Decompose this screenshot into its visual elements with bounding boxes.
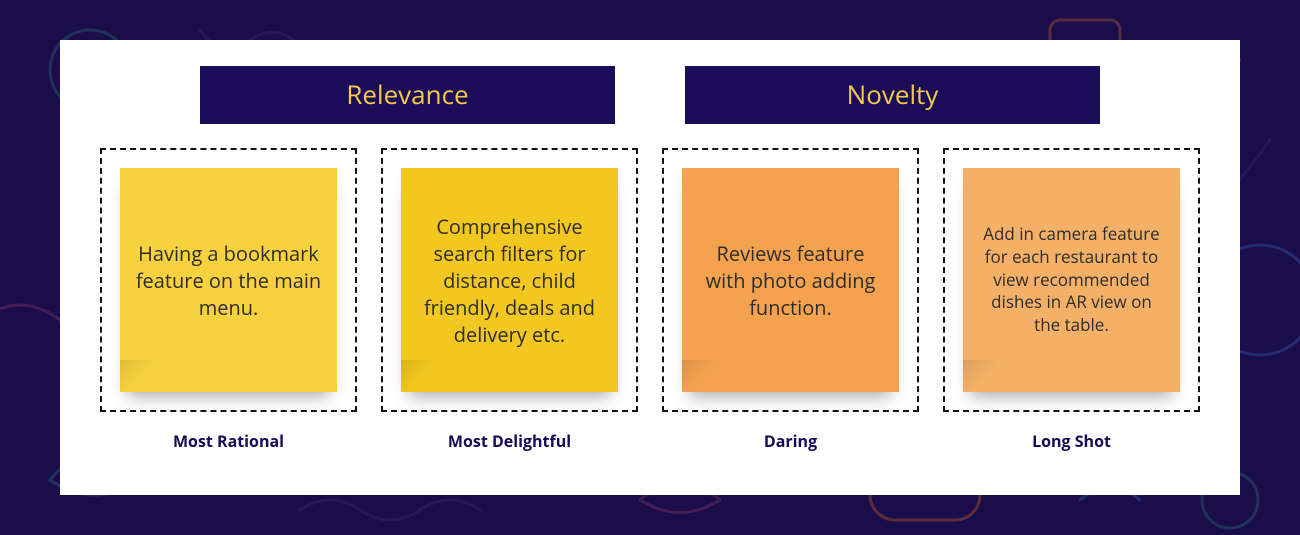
slot-caption: Most Rational [173,430,284,452]
dropzone: Comprehensive search filters for distanc… [381,148,638,412]
slot-caption: Daring [764,430,817,452]
header-novelty: Novelty [685,66,1100,124]
sticky-note[interactable]: Comprehensive search filters for distanc… [401,168,619,392]
sticky-text: Reviews feature with photo adding functi… [696,240,886,321]
header-relevance: Relevance [200,66,615,124]
slot-most-delightful: Comprehensive search filters for distanc… [381,148,638,473]
sticky-note[interactable]: Having a bookmark feature on the main me… [120,168,338,392]
sticky-text: Comprehensive search filters for distanc… [415,213,605,348]
sticky-note[interactable]: Add in camera feature for each restauran… [963,168,1181,392]
ideation-board: Relevance Novelty Having a bookmark feat… [60,40,1240,495]
group-headers: Relevance Novelty [100,66,1200,124]
slot-daring: Reviews feature with photo adding functi… [662,148,919,473]
sticky-text: Add in camera feature for each restauran… [977,223,1167,338]
dropzone: Add in camera feature for each restauran… [943,148,1200,412]
slots-grid: Having a bookmark feature on the main me… [100,148,1200,473]
slot-long-shot: Add in camera feature for each restauran… [943,148,1200,473]
slot-caption: Long Shot [1032,430,1111,452]
sticky-text: Having a bookmark feature on the main me… [134,240,324,321]
dropzone: Reviews feature with photo adding functi… [662,148,919,412]
slot-caption: Most Delightful [448,430,571,452]
dropzone: Having a bookmark feature on the main me… [100,148,357,412]
slot-most-rational: Having a bookmark feature on the main me… [100,148,357,473]
sticky-note[interactable]: Reviews feature with photo adding functi… [682,168,900,392]
